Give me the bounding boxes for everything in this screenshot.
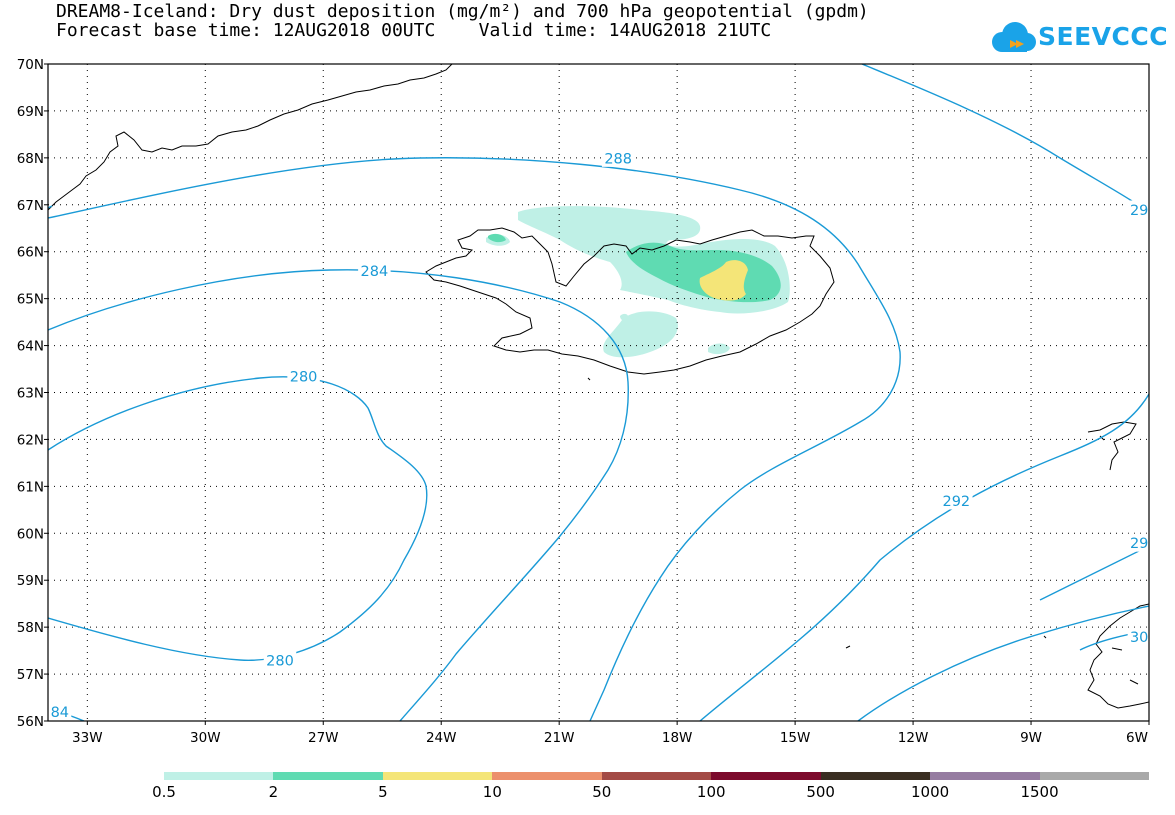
legend-swatch	[164, 772, 274, 780]
contour-292	[48, 64, 1149, 215]
logo-text: SEEVCCC	[1038, 22, 1169, 51]
contour-label: 288	[604, 151, 632, 167]
lat-tick-label: 62N	[17, 432, 44, 448]
legend-label: 100	[696, 783, 726, 801]
contour-label: 280	[266, 653, 294, 669]
map-plot-area: 288 284 280 280 292 29 29 30 84 70N 69N 68N 67N 66N 6…	[17, 57, 1151, 746]
lat-tick-label: 59N	[17, 573, 44, 589]
lon-tick-label: 12W	[898, 730, 929, 746]
legend-swatch	[492, 772, 603, 780]
lat-tick-label: 61N	[17, 479, 44, 495]
lon-tick-label: 21W	[544, 730, 575, 746]
lat-tick-label: 58N	[17, 620, 44, 636]
contour-label: 292	[942, 494, 970, 510]
contour-label-background	[48, 702, 72, 721]
small-islands	[587, 377, 1047, 649]
contour-labels: 288 284 280 280 292 29 29 30 84	[48, 148, 1151, 721]
lat-tick-label: 63N	[17, 386, 44, 402]
greenland-coast	[48, 64, 453, 211]
contour-label: 29	[1130, 203, 1148, 219]
lat-tick-label: 57N	[17, 667, 44, 683]
seevccc-logo: SEEVCCC	[988, 18, 1168, 58]
legend-label: 50	[592, 783, 612, 801]
lon-tick-label: 30W	[190, 730, 221, 746]
contour-label-background	[287, 367, 320, 386]
contour-label: 84	[51, 705, 69, 721]
dust-area-high	[699, 260, 748, 301]
contour-284	[48, 269, 629, 721]
map-frame	[47, 63, 1150, 722]
lon-tick-label: 9W	[1020, 730, 1042, 746]
contour-290-east	[1039, 545, 1149, 601]
lon-tick-label: 18W	[662, 730, 693, 746]
contour-label-background	[1127, 200, 1151, 219]
lat-tick-label: 60N	[17, 526, 44, 542]
cloud-icon	[992, 22, 1036, 52]
contour-label-background	[601, 148, 635, 167]
contour-label: 30	[1130, 630, 1148, 646]
legend-swatch	[711, 772, 822, 780]
legend-label: 1000	[911, 783, 950, 801]
dust-area-low	[708, 343, 730, 355]
forecast-times: Forecast base time: 12AUG2018 00UTC Vali…	[56, 20, 772, 41]
legend-label: 5	[378, 783, 388, 801]
contour-296	[857, 605, 1149, 721]
lat-tick-label: 67N	[17, 198, 44, 214]
legend-label: 2	[268, 783, 279, 801]
lon-tick-label: 27W	[308, 730, 339, 746]
legend-swatch	[601, 772, 712, 780]
lon-tick-label: 33W	[72, 730, 103, 746]
contour-label-background	[263, 650, 297, 669]
legend-swatch	[820, 772, 931, 780]
dust-deposition-field	[486, 206, 790, 358]
contour-label-background	[1127, 533, 1151, 552]
lat-tick-label: 56N	[17, 714, 44, 730]
contour-280	[48, 376, 428, 661]
contour-label-background	[1127, 627, 1151, 646]
legend-label: 10	[482, 783, 502, 801]
legend-swatch	[273, 772, 384, 780]
legend-swatch	[930, 772, 1041, 780]
geopotential-contours	[48, 64, 1149, 721]
lat-tick-label: 70N	[17, 57, 44, 73]
contour-288	[48, 157, 901, 721]
map-title: DREAM8-Iceland: Dry dust deposition (mg/…	[56, 1, 869, 22]
coastlines	[48, 64, 1149, 709]
lon-tick-label: 15W	[780, 730, 811, 746]
lon-tick-label: 24W	[426, 730, 457, 746]
lat-tick-label: 65N	[17, 292, 44, 308]
lat-tick-label: 66N	[17, 245, 44, 261]
legend-swatch	[1039, 772, 1150, 780]
dust-area-medium	[488, 233, 506, 243]
longitude-axis: 33W 30W 27W 24W 21W 18W 15W 12W 9W 6W	[72, 721, 1150, 746]
contour-label: 29	[1130, 536, 1148, 552]
graticule	[48, 64, 1149, 721]
lat-tick-label: 69N	[17, 104, 44, 120]
contour-292-southeast	[699, 393, 1149, 721]
scotland-coast	[1087, 603, 1149, 709]
contour-label: 284	[361, 264, 389, 280]
dust-area-low	[603, 311, 678, 358]
iceland-coast	[425, 227, 835, 375]
lat-tick-label: 64N	[17, 339, 44, 355]
legend-swatch	[382, 772, 493, 780]
contour-label-background	[940, 491, 973, 510]
contour-label-background	[358, 261, 391, 280]
legend-label: 0.5	[152, 783, 176, 801]
legend-label: 500	[806, 783, 835, 801]
faroe-islands	[1087, 421, 1137, 471]
dust-area-low	[620, 313, 629, 321]
legend-label: 1500	[1020, 783, 1059, 801]
lon-tick-label: 6W	[1126, 730, 1148, 746]
contour-label: 280	[290, 370, 318, 386]
lat-tick-label: 68N	[17, 151, 44, 167]
latitude-axis: 70N 69N 68N 67N 66N 65N 64N 63N 62N 61N 60N 59N 58N 5…	[17, 57, 48, 730]
